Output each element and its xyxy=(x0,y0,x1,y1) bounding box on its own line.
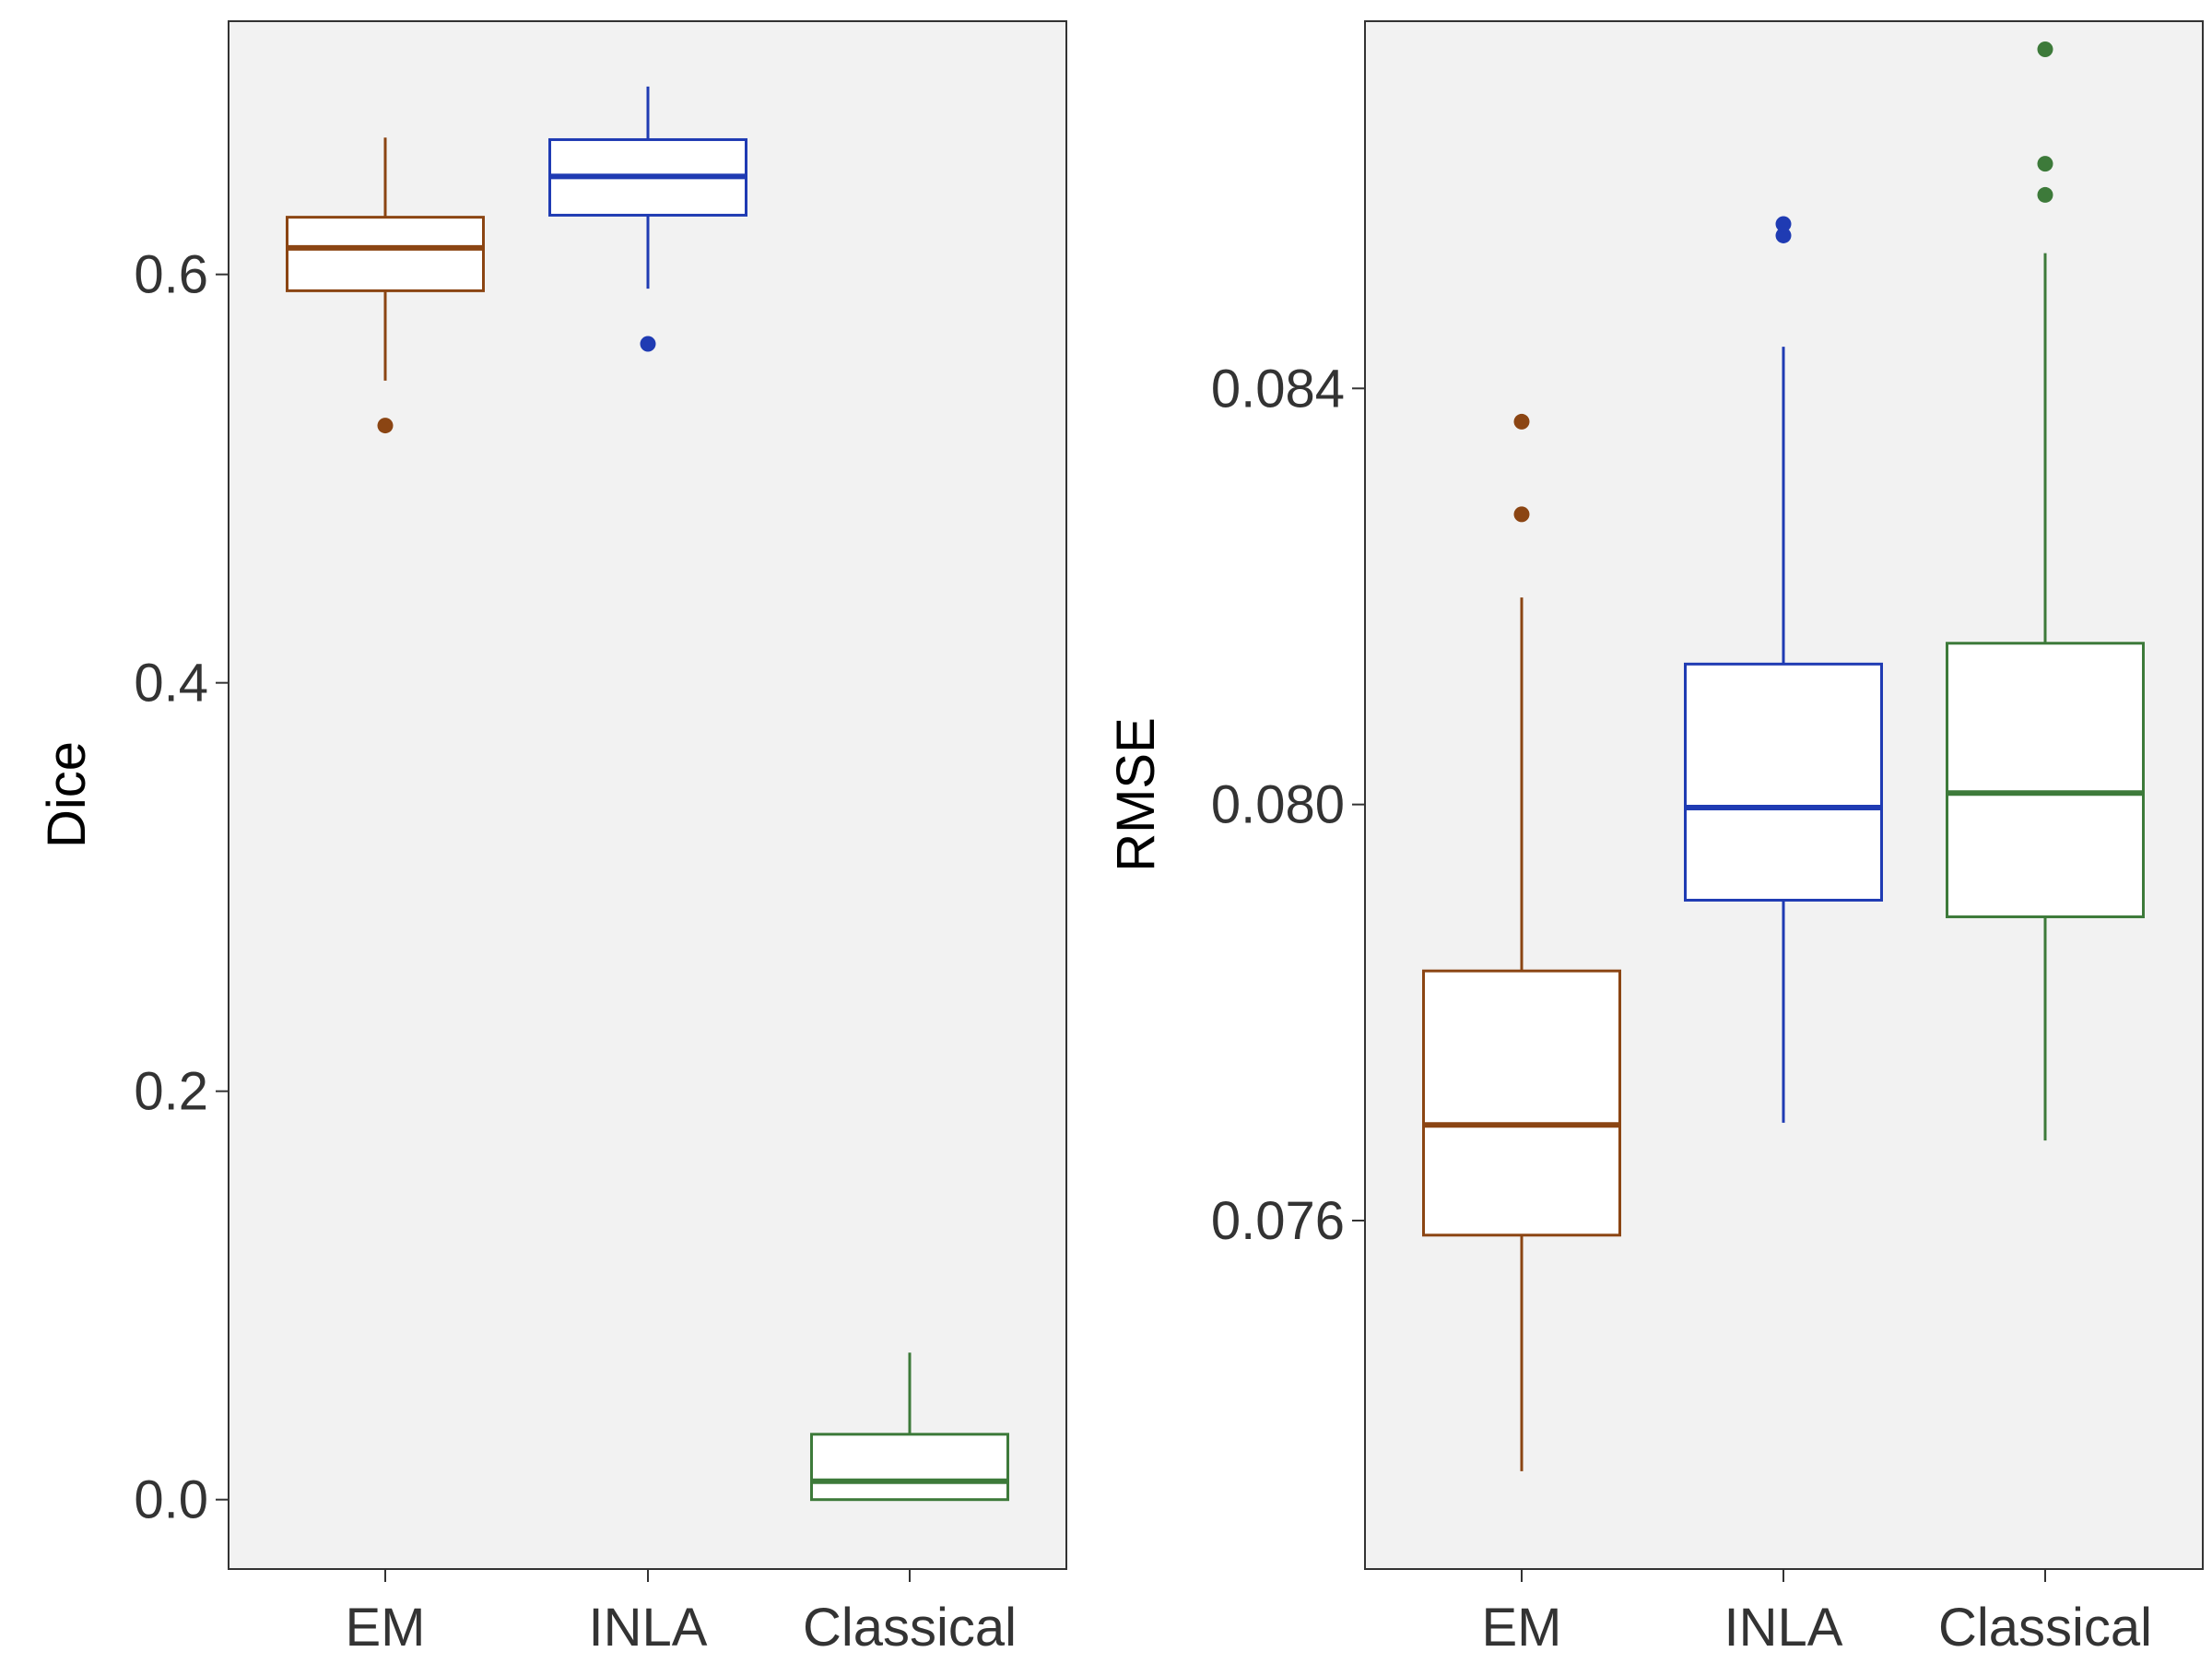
dice-em-outlier xyxy=(377,418,394,434)
dice-classical-box xyxy=(810,1433,1009,1502)
dice-boxes xyxy=(286,86,1009,1502)
dice-y-axis-title: Dice xyxy=(37,741,97,848)
rmse-classical-outlier xyxy=(2037,156,2053,172)
dice-classical-boxplot xyxy=(810,1352,1009,1502)
rmse-em-boxplot xyxy=(1422,413,1621,1471)
rmse-inla-outlier xyxy=(1775,227,1792,243)
dice-y-tick-label: 0.0 xyxy=(134,1470,208,1530)
dice-x-tick-label: EM xyxy=(346,1598,426,1658)
dice-inla-boxplot xyxy=(548,86,747,352)
dice-y-tick-label: 0.2 xyxy=(134,1062,208,1122)
rmse-x-tick-label: EM xyxy=(1482,1598,1562,1658)
rmse-em-box xyxy=(1422,969,1621,1237)
rmse-y-axis: 0.076 0.080 0.084 xyxy=(1211,359,1365,1251)
rmse-classical-outlier xyxy=(2037,186,2053,203)
rmse-boxes xyxy=(1422,41,2145,1471)
rmse-classical-box xyxy=(1946,642,2145,919)
rmse-em-outlier xyxy=(1513,413,1530,430)
rmse-em-outlier xyxy=(1513,506,1530,523)
rmse-x-tick-label: INLA xyxy=(1724,1598,1843,1658)
dice-x-tick-label: INLA xyxy=(589,1598,708,1658)
dice-em-box xyxy=(286,216,485,292)
dice-x-tick-label: Classical xyxy=(803,1598,1017,1658)
dice-panel: 0.0 0.2 0.4 0.6 EM INLA Classical Dice xyxy=(37,20,1067,1658)
rmse-x-tick-label: Classical xyxy=(1938,1598,2152,1658)
rmse-classical-boxplot xyxy=(1946,41,2145,1141)
dice-y-tick-label: 0.4 xyxy=(134,654,208,714)
rmse-y-tick-label: 0.084 xyxy=(1211,359,1345,419)
rmse-x-axis: EM INLA Classical xyxy=(1482,1569,2152,1658)
rmse-inla-outlier xyxy=(1775,216,1792,232)
rmse-inla-boxplot xyxy=(1684,216,1883,1123)
dice-x-axis: EM INLA Classical xyxy=(346,1569,1017,1658)
dice-y-tick-label: 0.6 xyxy=(134,245,208,305)
dice-y-axis: 0.0 0.2 0.4 0.6 xyxy=(134,245,229,1530)
dice-inla-outlier xyxy=(640,336,656,352)
rmse-y-tick-label: 0.076 xyxy=(1211,1191,1345,1251)
rmse-inla-box xyxy=(1684,662,1883,902)
rmse-panel: 0.076 0.080 0.084 EM INLA Classical RMSE xyxy=(1106,20,2204,1658)
rmse-y-axis-title: RMSE xyxy=(1106,717,1166,872)
rmse-y-tick-label: 0.080 xyxy=(1211,775,1345,835)
dice-em-boxplot xyxy=(286,137,485,434)
rmse-classical-outlier xyxy=(2037,41,2053,57)
